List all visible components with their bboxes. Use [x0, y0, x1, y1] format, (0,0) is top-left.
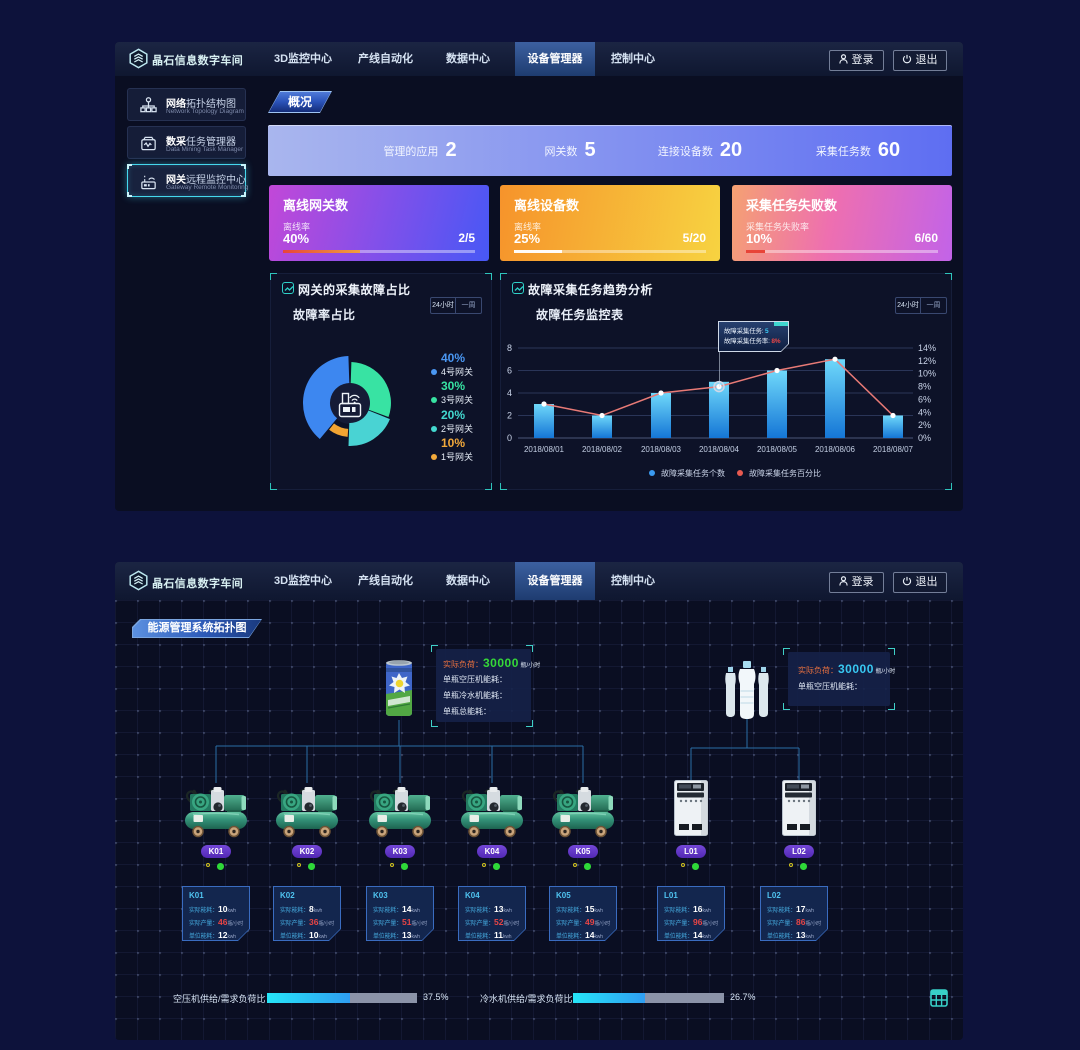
svg-text:2018/08/07: 2018/08/07	[873, 445, 914, 454]
svg-text:10%: 10%	[918, 369, 936, 379]
svg-text:2018/08/01: 2018/08/01	[524, 445, 565, 454]
svg-text:8%: 8%	[918, 382, 931, 392]
svg-text:4: 4	[507, 388, 512, 398]
svg-text:4%: 4%	[918, 407, 931, 417]
svg-text:6%: 6%	[918, 394, 931, 404]
svg-text:2: 2	[507, 411, 512, 421]
svg-text:2%: 2%	[918, 420, 931, 430]
svg-text:2018/08/06: 2018/08/06	[815, 445, 856, 454]
svg-text:8: 8	[507, 343, 512, 353]
svg-text:0%: 0%	[918, 433, 931, 443]
svg-text:0: 0	[507, 433, 512, 443]
svg-text:2018/08/02: 2018/08/02	[582, 445, 623, 454]
svg-text:2018/08/04: 2018/08/04	[699, 445, 740, 454]
svg-text:6: 6	[507, 366, 512, 376]
svg-text:2018/08/03: 2018/08/03	[641, 445, 682, 454]
svg-text:2018/08/05: 2018/08/05	[757, 445, 798, 454]
svg-text:14%: 14%	[918, 343, 936, 353]
svg-text:12%: 12%	[918, 356, 936, 366]
